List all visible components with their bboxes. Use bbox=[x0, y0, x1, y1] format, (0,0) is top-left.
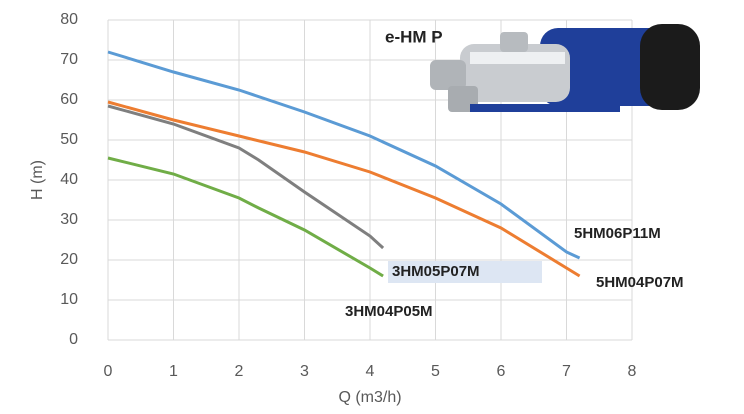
series-label: 3HM04P05M bbox=[345, 303, 433, 320]
label-background bbox=[388, 261, 542, 283]
y-tick-label: 0 bbox=[69, 331, 78, 348]
series-line bbox=[107, 100, 581, 278]
pump-image bbox=[430, 24, 700, 112]
series-label: 5HM06P11M bbox=[574, 225, 661, 242]
series-label: 3HM05P07M bbox=[392, 263, 480, 280]
x-tick-label: 4 bbox=[366, 363, 375, 380]
x-tick-label: 3 bbox=[300, 363, 309, 380]
series-line bbox=[107, 156, 384, 278]
x-tick-label: 8 bbox=[628, 363, 637, 380]
y-tick-label: 20 bbox=[60, 251, 78, 268]
x-tick-label: 5 bbox=[431, 363, 440, 380]
y-tick-label: 70 bbox=[60, 51, 78, 68]
y-tick-label: 80 bbox=[60, 11, 78, 28]
y-axis-title: H (m) bbox=[29, 160, 46, 200]
x-tick-label: 0 bbox=[104, 363, 113, 380]
image-label: e-HM P bbox=[385, 27, 443, 46]
y-tick-label: 60 bbox=[60, 91, 78, 108]
series-line bbox=[107, 104, 385, 250]
x-tick-label: 1 bbox=[169, 363, 178, 380]
y-tick-label: 50 bbox=[60, 131, 78, 148]
y-tick-label: 10 bbox=[60, 291, 78, 308]
series-line bbox=[107, 50, 581, 260]
y-tick-label: 30 bbox=[60, 211, 78, 228]
y-tick-label: 40 bbox=[60, 171, 78, 188]
x-tick-label: 2 bbox=[235, 363, 244, 380]
x-tick-label: 6 bbox=[497, 363, 506, 380]
x-axis-title: Q (m3/h) bbox=[338, 389, 401, 406]
x-tick-label: 7 bbox=[562, 363, 571, 380]
series-label: 5HM04P07M bbox=[596, 274, 684, 291]
